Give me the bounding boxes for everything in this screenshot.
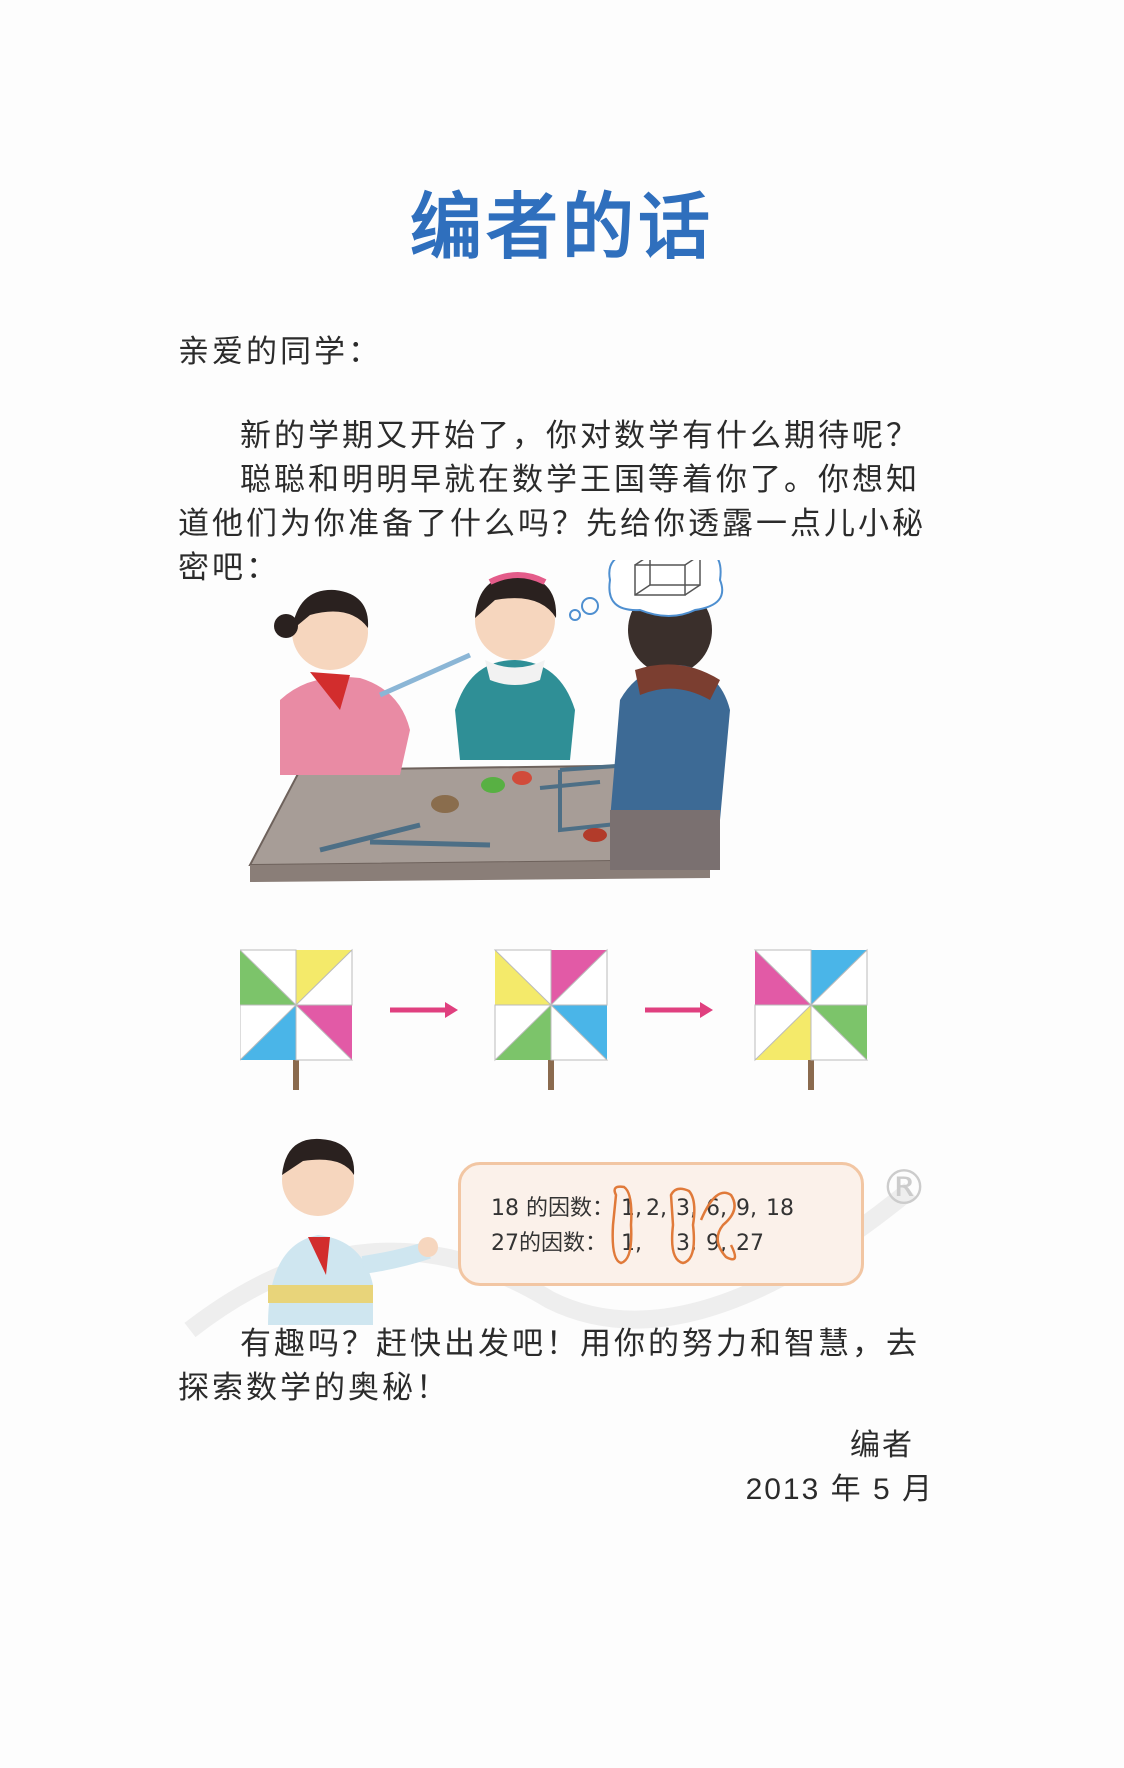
common-factor-loop bbox=[611, 1185, 737, 1265]
boy-illustration bbox=[268, 1138, 438, 1325]
paragraph-1: 新的学期又开始了，你对数学有什么期待呢？ bbox=[240, 418, 920, 454]
factor-value: 2, bbox=[646, 1196, 667, 1221]
factor-card: 18 的因数： 1, 2, 3, 6, 9, 18 27的因数： 1, 3, 9… bbox=[458, 1162, 864, 1286]
factor-value: 6, bbox=[706, 1196, 727, 1221]
signature-author: 编者 bbox=[850, 1428, 914, 1463]
registered-mark: ® bbox=[880, 1160, 928, 1216]
arrow-icon bbox=[390, 1002, 458, 1018]
pinwheel-2 bbox=[493, 948, 609, 1090]
pinwheel-1 bbox=[240, 948, 354, 1090]
pinwheel-sequence bbox=[240, 948, 869, 1090]
factor-value: 27 bbox=[736, 1231, 764, 1256]
signature-date: 2013 年 5 月 bbox=[745, 1473, 934, 1506]
pinwheel-3 bbox=[753, 948, 869, 1090]
children-table-illustration bbox=[248, 560, 730, 882]
factor-value: 18 bbox=[766, 1196, 794, 1221]
arrow-icon bbox=[645, 1002, 713, 1018]
factor-value: 3, bbox=[676, 1231, 697, 1256]
factor-value: 9, bbox=[736, 1196, 757, 1221]
paragraph-2: 聪聪和明明早就在数学王国等着你了。你想知道他们为你准备了什么吗？先给你透露一点儿… bbox=[178, 462, 926, 586]
closing-paragraph: 有趣吗？赶快出发吧！用你的努力和智慧，去探索数学的奥秘！ bbox=[178, 1326, 920, 1406]
greeting: 亲爱的同学： bbox=[178, 334, 382, 370]
factor-value: 3, bbox=[676, 1196, 697, 1221]
factor-label-18: 18 的因数： bbox=[491, 1196, 614, 1221]
factor-label-27: 27的因数： bbox=[491, 1231, 607, 1256]
page-title: 编者的话 bbox=[409, 185, 714, 269]
factor-value: 9, bbox=[706, 1231, 727, 1256]
